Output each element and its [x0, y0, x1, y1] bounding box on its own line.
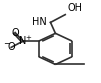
Text: O: O [11, 28, 19, 38]
Text: +: + [25, 35, 31, 41]
Text: O: O [7, 42, 15, 52]
Text: −: − [3, 39, 10, 48]
Text: HN: HN [32, 17, 47, 27]
Text: N: N [19, 36, 27, 46]
Text: OH: OH [67, 3, 82, 13]
